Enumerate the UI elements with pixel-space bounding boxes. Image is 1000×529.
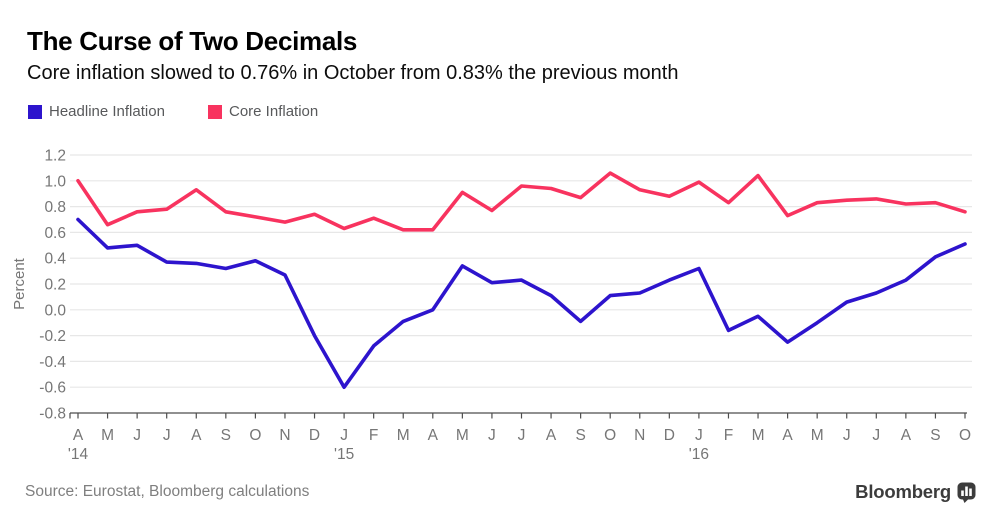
x-tick-label: S	[930, 427, 940, 444]
x-tick-label: F	[369, 427, 378, 444]
x-tick-label: J	[695, 427, 703, 444]
y-tick-label: 0.0	[44, 302, 66, 319]
y-axis-title: Percent	[11, 257, 28, 310]
headline-legend-swatch	[28, 104, 42, 119]
headline-legend-label: Headline Inflation	[49, 103, 165, 120]
chart-subtitle: Core inflation slowed to 0.76% in Octobe…	[27, 62, 679, 84]
bloomberg-chart-bubble-icon	[957, 482, 976, 503]
x-tick-label: A	[428, 427, 439, 444]
y-tick-label: -0.6	[39, 380, 66, 397]
core-legend-label: Core Inflation	[229, 103, 319, 120]
x-tick-label: N	[634, 427, 645, 444]
x-tick-label: A	[901, 427, 912, 444]
x-tick-label: D	[664, 427, 675, 444]
x-tick-label: O	[959, 427, 971, 444]
y-tick-label: 0.6	[44, 225, 66, 242]
x-tick-label: J	[133, 427, 141, 444]
bloomberg-logotype: Bloomberg	[855, 481, 951, 502]
inflation-line-chart: 1.2 1.0 0.8 0.6 0.4 0.2 0.0 -0.2 -0.4 -0.6 -0.8 Per…	[11, 148, 972, 463]
x-tick-label: J	[163, 427, 171, 444]
x-tick-label: M	[456, 427, 469, 444]
legend: Headline Inflation Core Inflation	[0, 103, 1000, 121]
x-tick-label: J	[518, 427, 526, 444]
x-tick-label: O	[604, 427, 616, 444]
core-legend-swatch	[208, 104, 222, 119]
x-tick-label: M	[752, 427, 765, 444]
x-tick-label: M	[811, 427, 824, 444]
y-tick-label: -0.4	[39, 354, 66, 371]
x-tick-label: J	[488, 427, 496, 444]
x-tick-label: M	[397, 427, 410, 444]
bloomberg-logo: Bloomberg	[855, 481, 976, 503]
core-inflation-line	[76, 171, 967, 232]
y-tick-label: 1.0	[44, 173, 66, 190]
x-tick-label: A	[73, 427, 84, 444]
y-tick-label: 0.4	[44, 251, 66, 268]
x-tick-label: A	[782, 427, 793, 444]
y-tick-label: -0.8	[39, 406, 66, 423]
year-label: '16	[689, 446, 709, 463]
x-tick-label: A	[546, 427, 557, 444]
x-tick-label: S	[221, 427, 231, 444]
source-note: Source: Eurostat, Bloomberg calculations	[25, 483, 310, 500]
x-tick-label: O	[249, 427, 261, 444]
year-label: '14	[68, 446, 89, 463]
x-tick-label: J	[843, 427, 851, 444]
legend-item-headline: Headline Inflation	[28, 103, 165, 120]
y-tick-label: 1.2	[44, 148, 66, 165]
x-tick-label: M	[101, 427, 114, 444]
y-tick-label: -0.2	[39, 328, 66, 345]
x-tick-label: S	[575, 427, 585, 444]
x-tick-label: J	[340, 427, 348, 444]
x-tick-label: D	[309, 427, 320, 444]
x-tick-label: J	[872, 427, 880, 444]
chart-title: The Curse of Two Decimals	[27, 26, 358, 56]
x-tick-label: A	[191, 427, 202, 444]
headline-inflation-line	[76, 217, 967, 390]
y-tick-label: 0.8	[44, 199, 66, 216]
y-tick-label: 0.2	[44, 277, 66, 294]
legend-item-core: Core Inflation	[208, 103, 318, 120]
x-tick-label: F	[724, 427, 733, 444]
x-tick-label: N	[279, 427, 290, 444]
year-label: '15	[334, 446, 354, 463]
